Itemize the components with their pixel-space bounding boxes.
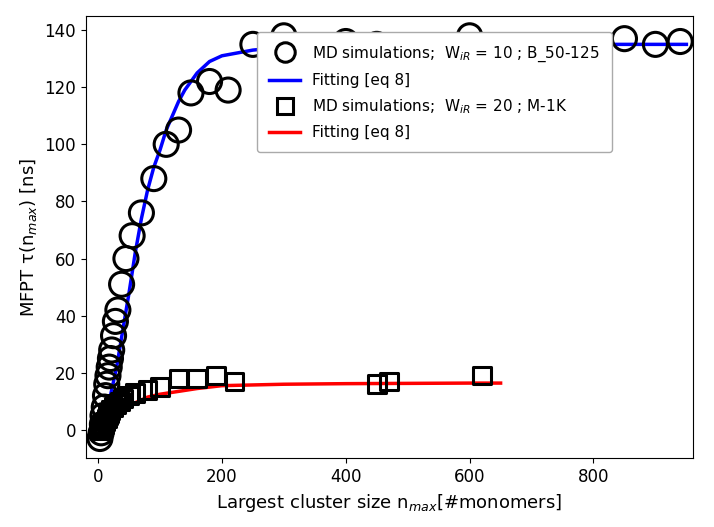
- Point: [191, 374, 203, 383]
- Point: [116, 280, 127, 288]
- Point: [126, 231, 138, 240]
- Point: [96, 420, 108, 428]
- Point: [94, 426, 105, 434]
- Point: [173, 126, 184, 134]
- Point: [108, 331, 119, 340]
- Point: [111, 400, 122, 408]
- Point: [110, 317, 121, 326]
- Point: [100, 417, 111, 426]
- X-axis label: Largest cluster size n$_{max}$[#monomers]: Largest cluster size n$_{max}$[#monomers…: [216, 492, 562, 514]
- Point: [247, 40, 258, 48]
- Point: [102, 412, 114, 420]
- Point: [106, 346, 117, 354]
- Point: [117, 394, 129, 403]
- Point: [114, 397, 126, 406]
- Point: [340, 37, 351, 46]
- Point: [100, 392, 111, 400]
- Point: [104, 408, 115, 417]
- Legend: MD simulations;  W$_{iR}$ = 10 ; B_50-125, Fitting [eq 8], MD simulations;  W$_{: MD simulations; W$_{iR}$ = 10 ; B_50-125…: [257, 32, 612, 152]
- Point: [112, 306, 124, 314]
- Point: [619, 34, 630, 43]
- Point: [96, 428, 107, 437]
- Point: [173, 374, 184, 383]
- Point: [108, 403, 119, 411]
- Point: [161, 140, 172, 149]
- Point: [96, 423, 108, 431]
- Point: [371, 380, 383, 388]
- Point: [675, 37, 686, 46]
- Point: [650, 40, 661, 48]
- Point: [136, 209, 147, 217]
- Point: [210, 372, 221, 380]
- Point: [371, 40, 383, 48]
- Point: [97, 422, 109, 430]
- Point: [203, 77, 215, 86]
- Point: [105, 406, 116, 414]
- Point: [94, 434, 106, 443]
- Point: [129, 388, 141, 397]
- Point: [124, 392, 135, 400]
- Point: [101, 380, 112, 388]
- Point: [142, 386, 154, 394]
- Point: [185, 89, 196, 97]
- Point: [102, 372, 114, 380]
- Point: [228, 377, 240, 386]
- Point: [148, 174, 159, 183]
- Point: [476, 372, 488, 380]
- Point: [120, 255, 131, 263]
- Point: [222, 86, 233, 94]
- Point: [99, 420, 110, 428]
- Point: [95, 424, 106, 433]
- Point: [104, 363, 115, 372]
- Point: [278, 32, 290, 40]
- Point: [154, 383, 166, 392]
- Point: [99, 403, 110, 411]
- Point: [105, 354, 116, 363]
- Point: [464, 32, 476, 40]
- Point: [101, 414, 112, 423]
- Point: [383, 377, 395, 386]
- Point: [97, 412, 109, 420]
- Y-axis label: MFPT τ(n$_{max}$) [ns]: MFPT τ(n$_{max}$) [ns]: [18, 158, 39, 317]
